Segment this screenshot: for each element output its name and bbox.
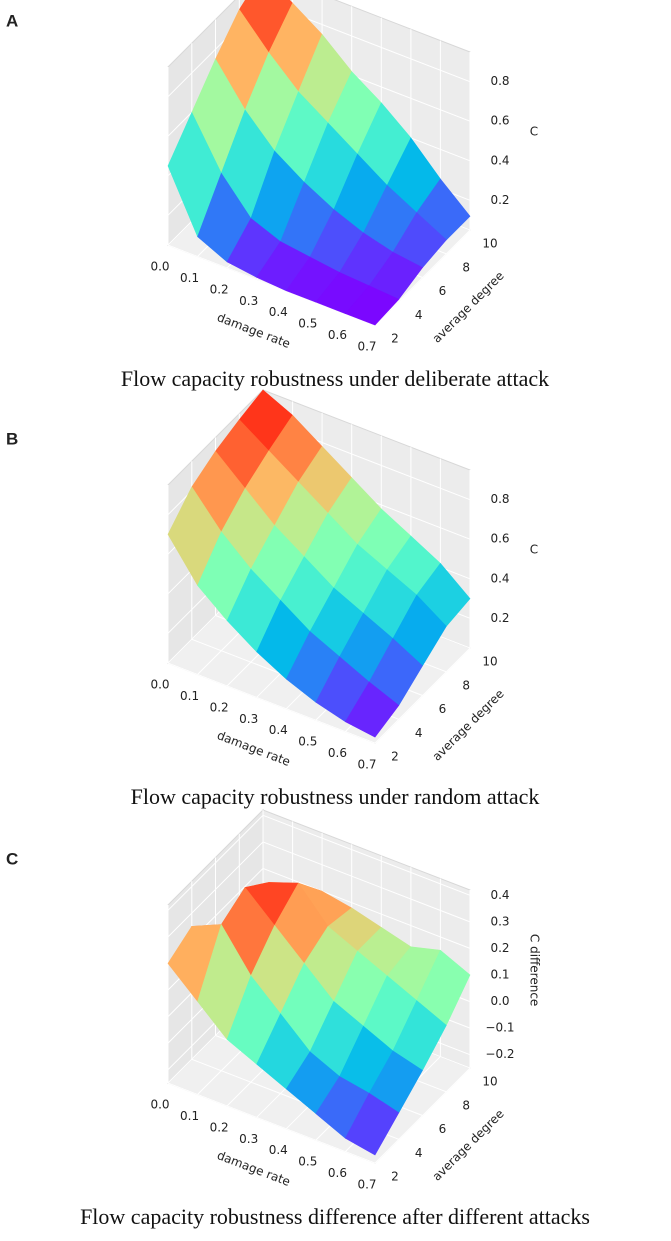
- z-tick-label: 0.4: [490, 571, 509, 585]
- x-tick-label: 0.6: [328, 1166, 347, 1180]
- x-tick-label: 0.4: [269, 305, 288, 319]
- z-tick-label: −0.2: [485, 1047, 514, 1061]
- caption: Flow capacity robustness under deliberat…: [121, 366, 549, 391]
- x-tick-label: 0.3: [239, 712, 258, 726]
- x-tick-label: 0.4: [269, 1143, 288, 1157]
- x-tick-label: 0.3: [239, 294, 258, 308]
- panel: B Flow capacity robustness under random a…: [6, 388, 540, 809]
- caption: Flow capacity robustness under random at…: [131, 784, 540, 809]
- z-tick-label: 0.6: [490, 532, 509, 546]
- z-axis-label: C: [530, 543, 538, 557]
- y-tick-label: 2: [391, 750, 399, 764]
- grid-line: [167, 485, 376, 744]
- y-axis-label: average degree: [430, 269, 507, 346]
- z-tick-label: 0.2: [490, 193, 509, 207]
- x-tick-label: 0.5: [298, 317, 317, 331]
- panel-label: A: [6, 11, 18, 30]
- z-tick-label: 0.2: [490, 611, 509, 625]
- y-tick-label: 8: [462, 1098, 470, 1112]
- z-tick-label: 0.6: [490, 114, 509, 128]
- z-tick-label: 0.8: [490, 74, 509, 88]
- x-tick-label: 0.2: [210, 282, 229, 296]
- z-tick-label: 0.8: [490, 492, 509, 506]
- z-axis-label: C difference: [528, 934, 542, 1006]
- z-tick-label: 0.3: [490, 914, 509, 928]
- panel: A Flow capacity robustness under delibera…: [6, 0, 549, 391]
- z-axis-label: C: [530, 125, 538, 139]
- x-tick-label: 0.6: [328, 328, 347, 342]
- y-tick-label: 10: [482, 1075, 497, 1089]
- y-tick-label: 6: [439, 284, 447, 298]
- x-tick-label: 0.1: [180, 271, 199, 285]
- y-axis-label: average degree: [430, 1107, 507, 1184]
- x-tick-label: 0.5: [298, 1155, 317, 1169]
- x-tick-label: 0.3: [239, 1132, 258, 1146]
- caption: Flow capacity robustness difference afte…: [80, 1204, 590, 1229]
- panel: C Flow capacity robustness difference aft…: [6, 808, 590, 1229]
- panel-label: B: [6, 429, 18, 448]
- x-tick-label: 0.5: [298, 735, 317, 749]
- x-tick-label: 0.7: [357, 758, 376, 772]
- x-tick-label: 0.6: [328, 746, 347, 760]
- z-tick-label: 0.1: [490, 968, 509, 982]
- y-tick-label: 2: [391, 332, 399, 346]
- z-tick-label: 0.2: [490, 941, 509, 955]
- y-tick-label: 4: [415, 1146, 423, 1160]
- x-tick-label: 0.2: [210, 700, 229, 714]
- x-tick-label: 0.1: [180, 689, 199, 703]
- z-tick-label: 0.0: [490, 994, 509, 1008]
- x-tick-label: 0.0: [150, 1098, 169, 1112]
- y-tick-label: 10: [482, 237, 497, 251]
- x-tick-label: 0.7: [357, 1178, 376, 1192]
- x-tick-label: 0.0: [150, 678, 169, 692]
- y-tick-label: 4: [415, 308, 423, 322]
- y-tick-label: 10: [482, 655, 497, 669]
- grid-line: [167, 841, 471, 938]
- z-tick-label: 0.4: [490, 153, 509, 167]
- y-axis-label: average degree: [430, 687, 507, 764]
- grid-line: [167, 814, 471, 911]
- y-tick-label: 4: [415, 726, 423, 740]
- surface-facet: [344, 285, 400, 326]
- x-tick-label: 0.1: [180, 1109, 199, 1123]
- panel-label: C: [6, 849, 18, 868]
- y-tick-label: 8: [462, 260, 470, 274]
- z-tick-label: −0.1: [485, 1021, 514, 1035]
- surface-facet: [344, 681, 400, 738]
- x-tick-label: 0.7: [357, 340, 376, 354]
- z-tick-label: 0.4: [490, 888, 509, 902]
- x-tick-label: 0.0: [150, 260, 169, 274]
- y-tick-label: 2: [391, 1170, 399, 1184]
- x-tick-label: 0.4: [269, 723, 288, 737]
- grid-line: [167, 905, 376, 1164]
- y-tick-label: 8: [462, 678, 470, 692]
- y-tick-label: 6: [439, 1122, 447, 1136]
- y-tick-label: 6: [439, 702, 447, 716]
- x-tick-label: 0.2: [210, 1120, 229, 1134]
- surface-facet: [344, 1092, 400, 1156]
